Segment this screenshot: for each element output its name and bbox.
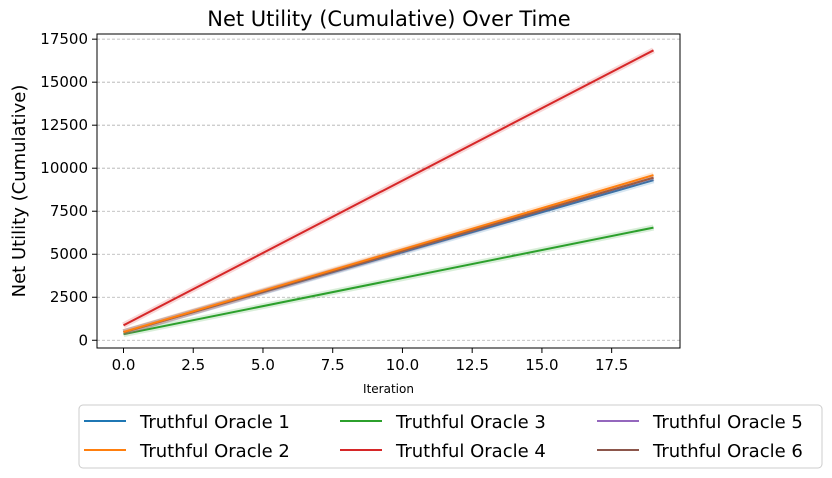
x-tick-label: 2.5 bbox=[181, 356, 205, 374]
y-axis-label: Net Utility (Cumulative) bbox=[9, 85, 30, 298]
x-tick-label: 15.0 bbox=[525, 356, 558, 374]
plot-frame bbox=[96, 33, 681, 349]
x-axis-label: Iteration bbox=[363, 382, 414, 396]
series-lines bbox=[122, 47, 655, 338]
x-tick-label: 10.0 bbox=[386, 356, 419, 374]
x-tick-label: 17.5 bbox=[595, 356, 628, 374]
x-tick-label: 7.5 bbox=[321, 356, 345, 374]
legend-label: Truthful Oracle 6 bbox=[652, 441, 803, 462]
x-tick-label: 5.0 bbox=[251, 356, 275, 374]
legend-label: Truthful Oracle 4 bbox=[395, 441, 546, 462]
series-line bbox=[123, 49, 654, 327]
x-axis: 0.0 2.5 5.0 7.5 10.0 12.5 15.0 17.5 bbox=[112, 348, 628, 374]
legend-label: Truthful Oracle 3 bbox=[395, 412, 546, 433]
y-tick-label: 0 bbox=[78, 331, 88, 349]
y-axis: 0 2500 5000 7500 10000 12500 15000 17500 bbox=[40, 30, 97, 349]
y-tick-label: 17500 bbox=[40, 30, 88, 48]
x-tick-label: 12.5 bbox=[455, 356, 488, 374]
y-tick-label: 2500 bbox=[50, 288, 88, 306]
legend-label: Truthful Oracle 1 bbox=[139, 412, 290, 433]
y-tick-label: 12500 bbox=[40, 116, 88, 134]
chart-title: Net Utility (Cumulative) Over Time bbox=[207, 7, 570, 31]
y-tick-label: 5000 bbox=[50, 245, 88, 263]
series-line bbox=[123, 174, 654, 333]
legend: Truthful Oracle 1 Truthful Oracle 2 Truthf… bbox=[78, 404, 823, 469]
y-tick-label: 7500 bbox=[50, 202, 88, 220]
legend-label: Truthful Oracle 5 bbox=[652, 412, 803, 433]
legend-label: Truthful Oracle 2 bbox=[139, 441, 290, 462]
x-tick-label: 0.0 bbox=[112, 356, 136, 374]
y-tick-label: 10000 bbox=[40, 159, 88, 177]
y-tick-label: 15000 bbox=[40, 73, 88, 91]
series-line bbox=[123, 226, 654, 336]
